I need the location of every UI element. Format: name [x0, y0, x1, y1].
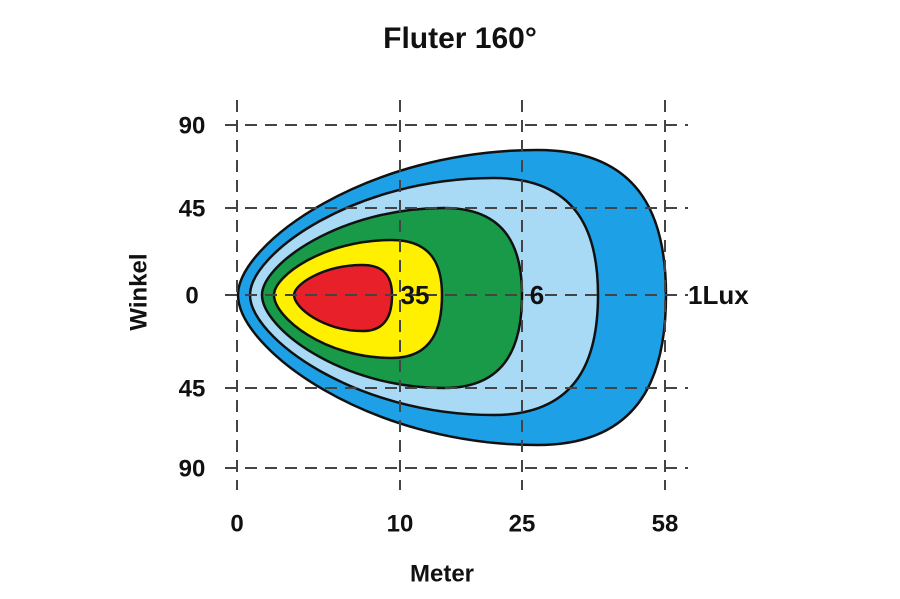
y-tick-label: 90: [179, 112, 206, 139]
zones: [236, 148, 668, 447]
contour-label: 6: [530, 280, 544, 310]
x-tick-label: 25: [509, 510, 536, 537]
y-tick-label: 0: [185, 282, 198, 309]
contour-label: 35: [401, 280, 430, 310]
x-tick-label: 0: [230, 510, 243, 537]
contour-label: 1Lux: [688, 280, 749, 310]
grid: [225, 100, 688, 490]
y-tick-label: 45: [179, 375, 206, 402]
y-axis-label: Winkel: [125, 253, 152, 330]
y-tick-label: 45: [179, 195, 206, 222]
x-axis-label: Meter: [410, 560, 474, 587]
x-tick-label: 58: [652, 510, 679, 537]
title: Fluter 160°: [383, 22, 537, 55]
y-tick-label: 90: [179, 455, 206, 482]
x-tick-label: 10: [387, 510, 414, 537]
